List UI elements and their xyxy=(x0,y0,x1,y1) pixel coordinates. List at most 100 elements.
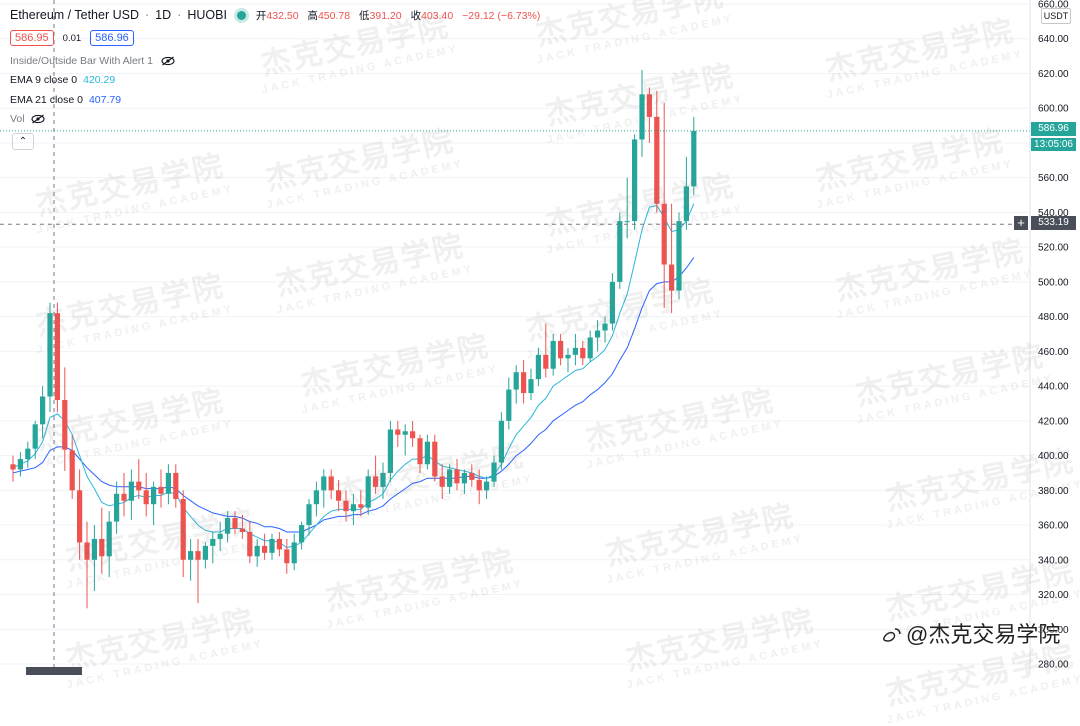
volume-indicator-row[interactable]: Vol xyxy=(10,113,45,125)
candle-body xyxy=(461,472,467,484)
candle-body xyxy=(276,538,282,550)
candle-body xyxy=(617,221,623,282)
candle-body xyxy=(602,323,608,331)
y-tick-label: 460.00 xyxy=(1038,347,1069,358)
sell-button[interactable]: 586.95 xyxy=(10,30,54,46)
candle-body xyxy=(624,221,630,223)
price-chart[interactable]: 280.00 300.00 320.00 340.00 360.00 380.00 400.… xyxy=(0,0,1080,675)
eye-hidden-icon[interactable] xyxy=(161,56,175,66)
open-value: 432.50 xyxy=(266,9,299,22)
alert-indicator-row[interactable]: Inside/Outside Bar With Alert 1 xyxy=(10,55,175,67)
candle-body xyxy=(136,481,142,491)
candle-body xyxy=(210,538,216,546)
candle-body xyxy=(84,542,90,560)
candle-body xyxy=(676,221,682,291)
candle-body xyxy=(683,186,689,222)
y-tick-label: 600.00 xyxy=(1038,104,1069,115)
eye-hidden-icon[interactable] xyxy=(31,114,45,124)
price-axis[interactable]: 280.00 300.00 320.00 340.00 360.00 380.00 400.… xyxy=(1038,0,1069,671)
y-tick-label: 360.00 xyxy=(1038,521,1069,532)
collapse-legend-button[interactable]: ⌃ xyxy=(12,133,34,150)
candle-body xyxy=(284,549,290,564)
candle-body xyxy=(188,551,194,560)
candle-body xyxy=(262,545,268,553)
candle-body xyxy=(410,431,416,439)
candle-body xyxy=(114,493,120,522)
y-tick-label: 540.00 xyxy=(1038,208,1069,219)
candle-body xyxy=(336,490,342,501)
buy-button[interactable]: 586.96 xyxy=(90,30,134,46)
candle-body xyxy=(106,521,112,557)
candle-body xyxy=(558,340,564,359)
exchange-label: HUOBI xyxy=(187,8,227,22)
market-status-icon xyxy=(236,10,246,20)
candle-body xyxy=(225,518,231,534)
candle-body xyxy=(239,528,245,532)
watermark-en: JACK TRADING ACADEMY xyxy=(885,672,1080,726)
candle-body xyxy=(447,469,453,487)
candle-body xyxy=(609,281,615,324)
close-value: 403.40 xyxy=(421,9,454,22)
high-label: 高 xyxy=(307,9,318,22)
ema9-indicator-row[interactable]: EMA 9 close 0 420.29 xyxy=(10,74,115,86)
open-label: 开 xyxy=(255,9,267,22)
brand-text: @杰克交易学院 xyxy=(906,622,1061,647)
y-tick-label: 380.00 xyxy=(1038,486,1069,497)
candle-body xyxy=(299,525,305,543)
ema9-label: EMA 9 close 0 xyxy=(10,74,78,86)
ema21-value: 407.79 xyxy=(88,94,122,106)
candle-body xyxy=(165,472,171,494)
alert-indicator-label: Inside/Outside Bar With Alert 1 xyxy=(10,55,153,67)
y-tick-label: 660.00 xyxy=(1038,0,1069,11)
y-tick-label: 480.00 xyxy=(1038,312,1069,323)
candle-body xyxy=(535,354,541,380)
header-separator: · xyxy=(177,8,182,22)
candle-body xyxy=(528,379,534,394)
candle-body xyxy=(358,504,364,508)
candle-body xyxy=(476,479,482,491)
candle-body xyxy=(17,459,23,470)
candle-body xyxy=(77,490,83,543)
y-tick-label: 520.00 xyxy=(1038,243,1069,254)
close-label: 收 xyxy=(410,9,422,22)
candle-body xyxy=(595,330,601,338)
crosshair-price-label: 533.19 xyxy=(1031,216,1076,230)
candle-body xyxy=(128,481,134,501)
candle-body xyxy=(572,347,578,355)
ema21-label: EMA 21 close 0 xyxy=(10,94,83,106)
candle-body xyxy=(417,438,423,465)
candle-body xyxy=(32,424,38,449)
ema9-value: 420.29 xyxy=(83,74,116,86)
candle-body xyxy=(151,486,157,505)
y-tick-label: 400.00 xyxy=(1038,451,1069,462)
volume-label: Vol xyxy=(10,113,25,125)
weibo-logo-icon xyxy=(883,628,901,642)
candle-body xyxy=(173,472,179,499)
y-tick-label: 320.00 xyxy=(1038,590,1069,601)
candle-body xyxy=(40,396,46,425)
candle-body xyxy=(543,354,549,369)
candle-body xyxy=(180,499,186,560)
interval-label[interactable]: 1D xyxy=(155,8,172,22)
trade-row: 586.95 0.01 586.96 xyxy=(10,30,134,46)
ema21-indicator-row[interactable]: EMA 21 close 0 407.79 xyxy=(10,94,121,106)
candle-body xyxy=(402,431,408,435)
candle-body xyxy=(47,313,53,397)
candle-body xyxy=(62,400,68,450)
candle-body xyxy=(365,476,371,508)
last-price-label: 586.96 xyxy=(1031,122,1076,136)
y-tick-label: 500.00 xyxy=(1038,277,1069,288)
symbol-name[interactable]: Ethereum / Tether USD xyxy=(10,8,139,22)
candle-body xyxy=(424,441,430,465)
candle-body xyxy=(646,94,652,117)
price-grid xyxy=(0,3,1030,665)
candle-body xyxy=(580,347,586,359)
chart-overlay xyxy=(0,0,1030,675)
currency-unit-badge[interactable]: USDT xyxy=(1041,8,1071,24)
candle-body xyxy=(328,476,334,491)
candle-body xyxy=(195,551,201,560)
chart-header: Ethereum / Tether USD · 1D · HUOBI 开432.… xyxy=(10,6,546,24)
candle-body xyxy=(121,493,127,501)
candle-body xyxy=(395,429,401,435)
add-plus-icon[interactable]: + xyxy=(1014,216,1028,230)
